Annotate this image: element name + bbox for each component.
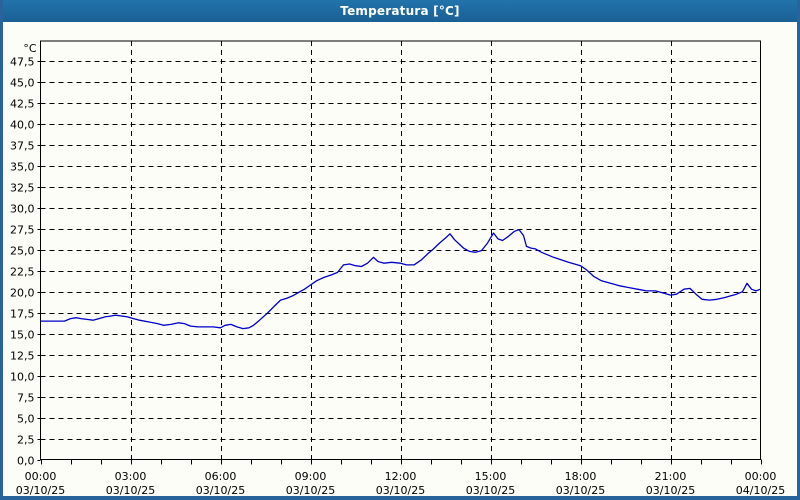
- x-tick-date-label: 03/10/25: [196, 484, 245, 496]
- x-tick-time-label: 06:00: [205, 470, 237, 483]
- y-tick-label: 22,5: [10, 266, 35, 279]
- y-tick-label: 7,5: [17, 392, 35, 405]
- x-tick-date-label: 04/10/25: [736, 484, 785, 496]
- x-tick-time-label: 00:00: [745, 470, 777, 483]
- y-tick-label: 12,5: [10, 350, 35, 363]
- plot-border: [40, 40, 761, 460]
- x-tick-time-label: 09:00: [295, 470, 327, 483]
- y-tick-label: 30,0: [10, 203, 35, 216]
- x-tick-time-label: 12:00: [385, 470, 417, 483]
- y-tick-label: 0,0: [17, 455, 35, 468]
- y-gridlines: [40, 61, 761, 440]
- x-axis-ticks: [41, 459, 762, 465]
- x-gridlines: [131, 41, 672, 460]
- temperature-chart: 0,0 2,5 5,0 7,5 10,0 12,5 15,0 17,5 20,0 22,5 25,0…: [10, 40, 785, 497]
- chart-area: 0,0 2,5 5,0 7,5 10,0 12,5 15,0 17,5 20,0 22,5 25,0…: [3, 22, 797, 497]
- temperature-series-line: [40, 228, 761, 330]
- x-axis-labels: 00:0003/10/2503:0003/10/2506:0003/10/250…: [16, 470, 785, 497]
- y-tick-label: 32,5: [10, 182, 35, 195]
- x-tick-date-label: 03/10/25: [286, 484, 335, 496]
- y-tick-label: 35,0: [10, 161, 35, 174]
- y-tick-label: 2,5: [17, 434, 35, 447]
- y-tick-label: 27,5: [10, 224, 35, 237]
- window-title: Temperatura [°C]: [340, 4, 460, 18]
- y-axis-labels: 0,0 2,5 5,0 7,5 10,0 12,5 15,0 17,5 20,0 22,5 25,0…: [10, 42, 37, 468]
- x-tick-time-label: 18:00: [565, 470, 597, 483]
- y-tick-label: 45,0: [10, 77, 35, 90]
- y-tick-label: 42,5: [10, 98, 35, 111]
- y-tick-label: 25,0: [10, 245, 35, 258]
- x-tick-time-label: 03:00: [115, 470, 147, 483]
- y-tick-label: 20,0: [10, 287, 35, 300]
- y-tick-label: 17,5: [10, 308, 35, 321]
- x-tick-time-label: 21:00: [655, 470, 687, 483]
- y-tick-label: 37,5: [10, 140, 35, 153]
- y-axis-unit-label: °C: [23, 42, 37, 55]
- x-tick-date-label: 03/10/25: [376, 484, 425, 496]
- x-tick-date-label: 03/10/25: [556, 484, 605, 496]
- x-tick-date-label: 03/10/25: [646, 484, 695, 496]
- y-tick-label: 10,0: [10, 371, 35, 384]
- x-tick-date-label: 03/10/25: [466, 484, 515, 496]
- x-tick-date-label: 03/10/25: [106, 484, 155, 496]
- x-tick-date-label: 03/10/25: [16, 484, 65, 496]
- y-tick-label: 15,0: [10, 329, 35, 342]
- y-tick-label: 40,0: [10, 119, 35, 132]
- y-tick-label: 5,0: [17, 413, 35, 426]
- temperature-series: [40, 228, 761, 330]
- x-tick-time-label: 15:00: [475, 470, 507, 483]
- y-tick-label: 47,5: [10, 56, 35, 69]
- x-tick-time-label: 00:00: [25, 470, 57, 483]
- window-titlebar: Temperatura [°C]: [0, 0, 800, 22]
